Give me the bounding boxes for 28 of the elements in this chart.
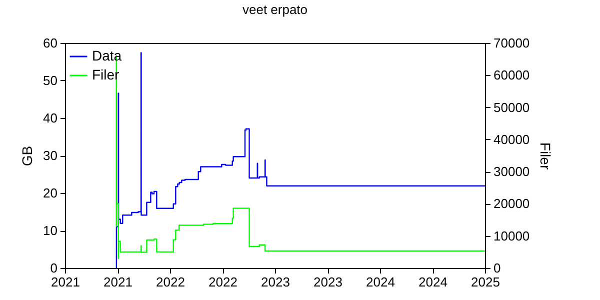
y-tick-label: 50 — [43, 73, 58, 88]
y2-tick-label: 0 — [494, 260, 501, 276]
y2-axis-title: Filer — [538, 142, 554, 170]
legend-label: Data — [92, 48, 122, 64]
y-axis-title: GB — [19, 146, 36, 166]
x-tick-label: 2021 — [104, 274, 132, 290]
x-tick-label: 2025 — [471, 274, 500, 290]
y-tick-label: 40 — [43, 110, 58, 126]
x-tick-label: 2022 — [156, 274, 185, 290]
y2-tick-label: 40000 — [494, 132, 530, 147]
x-tick-label: 2024 — [418, 274, 448, 290]
y2-tick-label: 50000 — [494, 100, 530, 115]
y-tick-label: 60 — [43, 36, 58, 50]
y-tick-label: 30 — [43, 148, 58, 163]
x-tick-label: 2023 — [314, 274, 342, 290]
y-tick-label: 20 — [43, 186, 58, 200]
x-tick-label: 2024 — [366, 274, 395, 290]
y-tick-label: 0 — [50, 260, 58, 276]
x-tick-label: 2023 — [261, 274, 290, 290]
y2-tick-label: 70000 — [494, 36, 530, 50]
x-tick-label: 2021 — [51, 274, 80, 290]
y2-tick-label: 60000 — [494, 68, 530, 83]
y2-tick-label: 20000 — [494, 196, 530, 212]
y2-tick-label: 30000 — [494, 164, 530, 180]
y-tick-label: 10 — [43, 223, 58, 238]
y2-tick-label: 10000 — [494, 228, 530, 244]
chart-title: veet erpato — [242, 2, 308, 17]
x-tick-label: 2022 — [208, 274, 238, 290]
